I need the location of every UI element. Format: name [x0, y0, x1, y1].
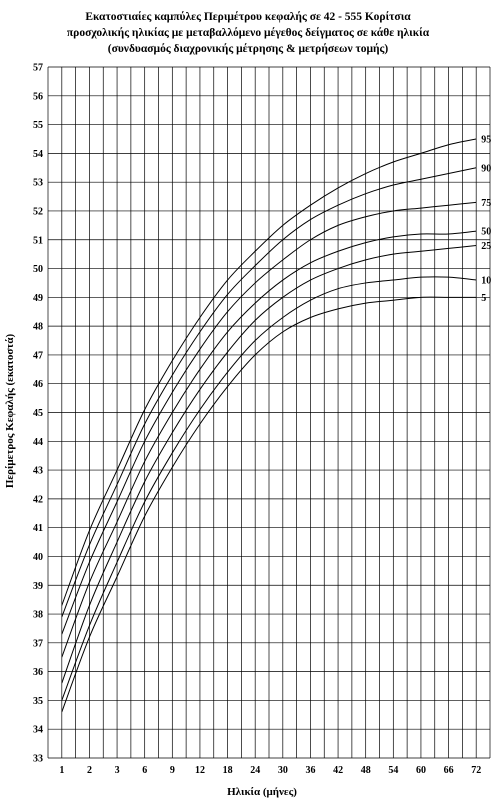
x-tick-label: 1: [59, 765, 64, 776]
chart-title-line-3: (συνδυασμός διαχρονικής μέτρησης & μετρή…: [108, 42, 389, 55]
y-tick-label: 46: [33, 379, 43, 390]
percentile-curve-50: [61, 230, 477, 658]
x-axis-label: Ηλικία (μήνες): [227, 786, 297, 798]
y-tick-label: 47: [33, 350, 43, 361]
percentile-label-50: 50: [481, 227, 491, 238]
y-axis-ticks: 33 34 35 36 37 38 39 40 41 42 43 44 45 46 47 48 49 50 51 52…: [33, 63, 43, 765]
y-tick-label: 45: [33, 408, 43, 419]
y-tick-label: 40: [33, 552, 43, 563]
percentile-curve-95: [61, 138, 477, 606]
x-tick-label: 2: [87, 765, 92, 776]
percentile-labels: 95 90 75 50 25 10 5: [481, 134, 491, 303]
percentile-curve-90: [61, 167, 477, 618]
y-tick-label: 48: [33, 322, 43, 333]
x-tick-label: 48: [361, 765, 371, 776]
y-tick-label: 41: [33, 523, 43, 534]
y-tick-label: 49: [33, 293, 43, 304]
percentile-label-75: 75: [481, 198, 491, 209]
chart-title-suffix: σε 42 - 555 Κορίτσια: [307, 10, 411, 23]
x-tick-label: 54: [388, 765, 398, 776]
y-tick-label: 39: [33, 581, 43, 592]
y-tick-label: 36: [33, 667, 43, 678]
x-tick-label: 18: [223, 765, 233, 776]
percentile-label-95: 95: [481, 134, 491, 145]
y-axis-label: Περίμετρος Κεφαλής (εκατοστά): [4, 333, 16, 488]
y-tick-label: 51: [33, 235, 43, 246]
x-tick-label: 30: [278, 765, 288, 776]
y-tick-label: 34: [33, 725, 43, 736]
y-tick-label: 43: [33, 466, 43, 477]
chart-grid: [47, 66, 491, 759]
y-tick-label: 50: [33, 264, 43, 275]
x-tick-label: 12: [195, 765, 205, 776]
y-tick-label: 53: [33, 178, 43, 189]
y-tick-label: 42: [33, 494, 43, 505]
chart-title-highlight: Περιμέτρου κεφαλής: [204, 10, 307, 23]
percentile-label-10: 10: [481, 276, 491, 287]
percentile-label-90: 90: [481, 163, 491, 174]
x-tick-label: 72: [471, 765, 481, 776]
percentile-label-25: 25: [481, 241, 491, 252]
y-tick-label: 57: [33, 63, 43, 74]
y-tick-label: 54: [33, 149, 43, 160]
chart-title-line-1: Εκατοστιαίες καμπύλες Περιμέτρου κεφαλής…: [85, 10, 411, 23]
x-axis-ticks: 1 2 3 6 9 12 18 24 30 36 42 48 54 60 66 72: [59, 765, 481, 776]
y-tick-label: 37: [33, 638, 43, 649]
chart-title-line-2: προσχολικής ηλικίας με μεταβαλλόμενο μέγ…: [67, 26, 430, 39]
y-tick-label: 33: [33, 754, 43, 765]
y-tick-label: 44: [33, 437, 43, 448]
x-tick-label: 60: [416, 765, 426, 776]
x-tick-label: 3: [115, 765, 120, 776]
y-tick-label: 35: [33, 696, 43, 707]
y-tick-label: 56: [33, 91, 43, 102]
percentile-curve-25: [61, 245, 477, 684]
x-tick-label: 6: [142, 765, 147, 776]
percentile-curve-10: [61, 276, 477, 701]
x-tick-label: 42: [333, 765, 343, 776]
x-tick-label: 9: [170, 765, 175, 776]
x-tick-label: 24: [250, 765, 260, 776]
x-tick-label: 36: [305, 765, 315, 776]
percentile-curve-75: [61, 201, 477, 635]
percentile-label-5: 5: [481, 293, 486, 304]
x-tick-label: 66: [444, 765, 454, 776]
percentile-curves: [61, 138, 477, 713]
y-tick-label: 38: [33, 610, 43, 621]
chart-title-prefix: Εκατοστιαίες καμπύλες: [85, 10, 204, 23]
percentile-curve-5: [61, 296, 477, 713]
y-tick-label: 55: [33, 120, 43, 131]
y-tick-label: 52: [33, 206, 43, 217]
